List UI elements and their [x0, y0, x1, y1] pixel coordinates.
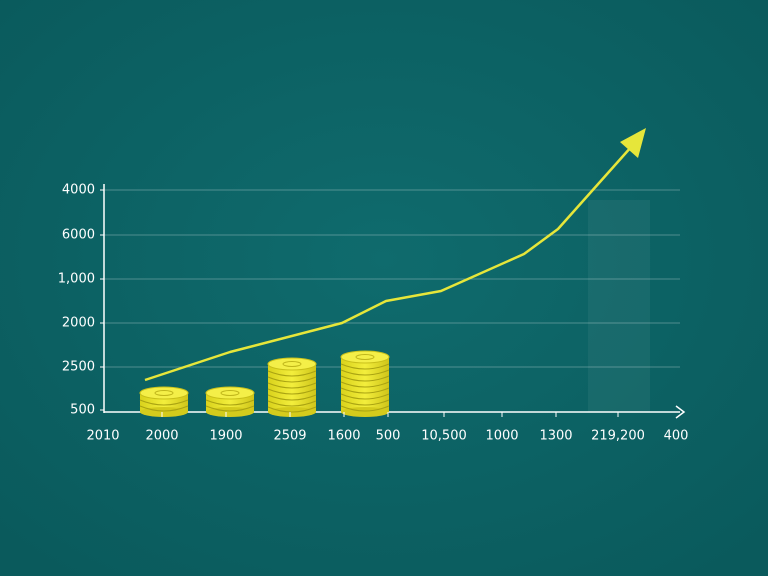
coin-edge [139, 405, 189, 412]
x-axis-label: 2509 [273, 429, 306, 444]
coin-emboss [282, 361, 302, 367]
coin-edge [267, 394, 317, 401]
y-axis-label: 2500 [62, 360, 95, 375]
x-axis-label: 400 [664, 429, 689, 444]
x-axis-label: 1000 [485, 429, 518, 444]
coin-edge [340, 405, 390, 412]
coin-top [267, 357, 317, 371]
y-axis-label: 4000 [62, 183, 95, 198]
x-axis-label: 2000 [145, 429, 178, 444]
x-axis-label: 1900 [209, 429, 242, 444]
axis-labels: 4000 6000 1,000 2000 2500 500 2010 2000 1900 2509… [58, 183, 689, 444]
x-axis-arrow [675, 405, 686, 419]
coin-edge [267, 406, 317, 413]
coin-top [139, 386, 189, 400]
coin-edge [340, 363, 390, 370]
x-axis-label: 1300 [539, 429, 572, 444]
coin-stack [205, 386, 255, 417]
coin-stacks [139, 350, 390, 417]
coin-edge [267, 370, 317, 377]
coin-top [340, 350, 390, 364]
coin-edge [340, 375, 390, 382]
coin-edge [205, 399, 255, 406]
y-axis-label: 1,000 [58, 272, 95, 287]
coin-edge [340, 399, 390, 406]
coin-edge [267, 382, 317, 389]
coin-edge [267, 388, 317, 395]
coin-edge [340, 369, 390, 376]
y-axis-label: 6000 [62, 228, 95, 243]
coin-top [205, 386, 255, 400]
coin-emboss [355, 354, 375, 360]
trend-arrow [620, 128, 646, 158]
coin-edge [267, 376, 317, 383]
x-axis-label: 500 [376, 429, 401, 444]
highlight-column [588, 200, 650, 412]
x-axis-label: 2010 [86, 429, 119, 444]
x-axis-label: 219,200 [591, 429, 645, 444]
coin-emboss [220, 390, 240, 396]
grid [104, 189, 680, 368]
coin-emboss [154, 390, 174, 396]
coin-edge [139, 399, 189, 406]
coin-edge [340, 393, 390, 400]
coin-edge [340, 381, 390, 388]
x-axis-label: 1600 [327, 429, 360, 444]
trend-line [144, 145, 633, 382]
coin-stack [340, 350, 390, 417]
coin-stack [139, 386, 189, 417]
x-axis-label: 10,500 [421, 429, 467, 444]
coin-edge [267, 400, 317, 407]
coin-edge [205, 405, 255, 412]
coin-edge [340, 387, 390, 394]
coin-stack [267, 357, 317, 417]
y-axis-label: 2000 [62, 316, 95, 331]
y-axis-label: 500 [70, 403, 95, 418]
